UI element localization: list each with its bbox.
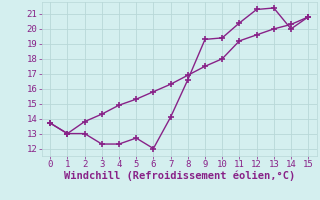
X-axis label: Windchill (Refroidissement éolien,°C): Windchill (Refroidissement éolien,°C) xyxy=(64,171,295,181)
